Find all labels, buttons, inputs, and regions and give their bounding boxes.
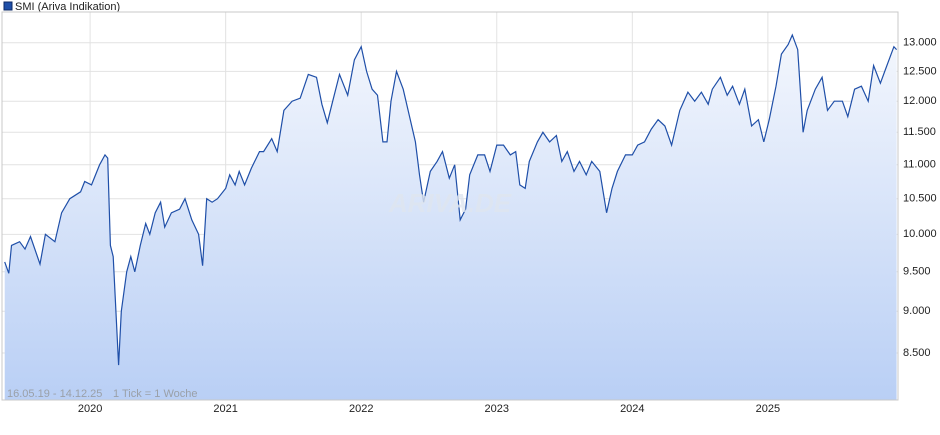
line bbox=[4, 33, 898, 366]
y-tick-label: 9.500 bbox=[903, 266, 931, 278]
range-note: 16.05.19 - 14.12.25 bbox=[7, 388, 102, 400]
y-tick-label: 10.500 bbox=[903, 193, 937, 205]
legend-label: SMI (Ariva Indikation) bbox=[15, 1, 120, 13]
y-tick-label: 11.000 bbox=[903, 159, 936, 171]
y-tick-label: 8.500 bbox=[903, 347, 931, 359]
area bbox=[4, 35, 897, 400]
tick-note: 1 Tick = 1 Woche bbox=[113, 388, 197, 400]
y-tick-label: 12.000 bbox=[903, 95, 937, 107]
y-tick-label: 12.500 bbox=[903, 65, 937, 77]
x-tick-label: 2025 bbox=[756, 403, 780, 415]
x-tick-label: 2022 bbox=[349, 403, 373, 415]
y-tick-label: 9.000 bbox=[903, 305, 931, 317]
x-tick-label: 2024 bbox=[620, 403, 644, 415]
x-tick-label: 2021 bbox=[213, 403, 237, 415]
x-tick-label: 2020 bbox=[78, 403, 102, 415]
y-tick-label: 13.000 bbox=[903, 37, 937, 49]
plot-border bbox=[1, 11, 899, 401]
watermark: ARIVA.DE bbox=[388, 188, 512, 218]
x-tick-label: 2023 bbox=[485, 403, 509, 415]
legend-swatch bbox=[3, 1, 13, 11]
y-tick-label: 10.000 bbox=[903, 228, 937, 240]
y-tick-label: 11.500 bbox=[903, 126, 936, 138]
plot-area bbox=[2, 12, 898, 400]
